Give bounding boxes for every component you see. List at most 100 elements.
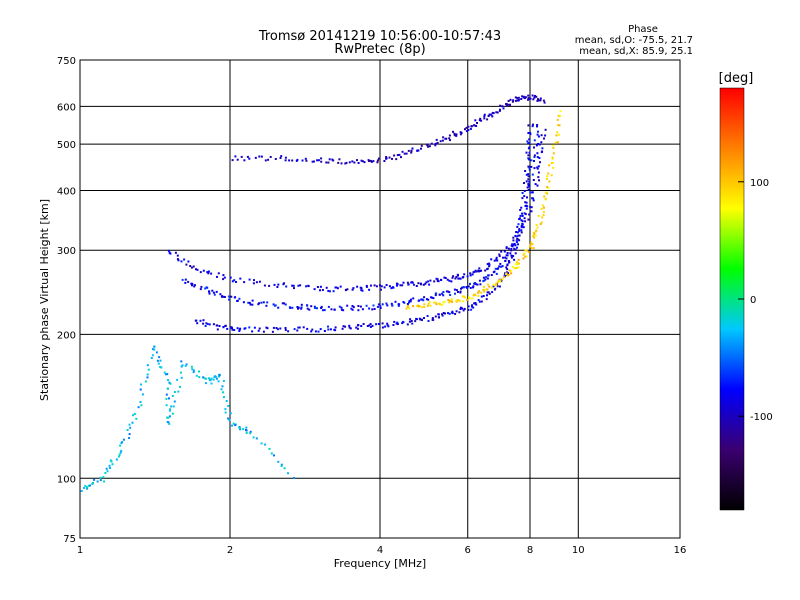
data-point xyxy=(412,305,415,307)
data-point xyxy=(313,160,315,163)
data-point xyxy=(297,306,300,309)
data-point xyxy=(231,328,234,331)
data-point xyxy=(301,159,304,162)
data-point xyxy=(495,272,498,275)
data-point xyxy=(232,422,235,425)
data-point xyxy=(235,281,237,283)
data-point xyxy=(506,263,509,266)
data-point xyxy=(305,285,308,288)
data-point xyxy=(337,161,340,164)
data-point xyxy=(469,127,472,130)
data-point xyxy=(462,286,465,289)
data-point xyxy=(527,188,530,191)
data-point xyxy=(490,113,493,116)
data-point xyxy=(477,290,480,293)
data-point xyxy=(96,480,99,483)
data-point xyxy=(229,326,232,329)
data-point xyxy=(444,277,447,279)
data-point xyxy=(223,276,226,279)
data-point xyxy=(551,156,554,159)
data-point xyxy=(328,290,331,293)
data-point xyxy=(448,134,451,137)
data-point xyxy=(342,309,345,312)
data-point xyxy=(495,282,498,285)
data-point xyxy=(554,141,557,144)
data-point xyxy=(137,406,140,409)
data-point xyxy=(396,154,399,157)
data-point xyxy=(531,197,534,200)
data-point xyxy=(320,307,323,309)
data-point xyxy=(109,459,112,462)
data-point xyxy=(300,306,303,309)
data-point xyxy=(476,122,478,124)
data-point xyxy=(228,419,231,422)
data-point xyxy=(238,330,241,332)
data-point xyxy=(300,307,303,310)
data-point xyxy=(99,479,102,482)
data-point xyxy=(86,486,88,489)
data-point xyxy=(115,458,118,461)
data-point xyxy=(407,283,410,286)
data-point xyxy=(368,160,370,162)
data-point xyxy=(517,266,520,269)
data-point xyxy=(434,315,437,318)
data-point xyxy=(438,316,440,319)
data-point xyxy=(195,268,197,271)
data-point xyxy=(284,156,287,159)
data-point xyxy=(448,279,451,282)
data-point xyxy=(258,302,261,305)
data-point xyxy=(523,182,525,184)
data-point xyxy=(532,98,535,101)
data-point xyxy=(273,454,275,457)
data-point xyxy=(473,302,476,305)
data-point xyxy=(456,273,459,276)
data-point xyxy=(531,173,534,176)
data-point xyxy=(227,295,230,298)
data-point xyxy=(132,414,135,417)
data-point xyxy=(463,273,466,276)
data-point xyxy=(320,160,323,163)
data-point xyxy=(394,300,397,303)
data-point xyxy=(348,324,351,327)
data-point xyxy=(528,185,530,188)
data-point xyxy=(533,236,536,239)
data-point xyxy=(515,235,518,238)
data-point xyxy=(418,305,421,308)
data-point xyxy=(468,296,470,299)
data-point xyxy=(171,412,174,415)
data-point xyxy=(522,257,525,260)
data-point xyxy=(442,136,445,139)
data-point xyxy=(348,326,351,329)
y-tick-label: 400 xyxy=(57,186,76,197)
data-point xyxy=(535,95,538,98)
data-point xyxy=(291,306,294,309)
data-point xyxy=(174,251,177,254)
data-point xyxy=(423,296,426,299)
data-point xyxy=(463,308,466,311)
data-point xyxy=(524,96,527,99)
data-point xyxy=(255,281,258,284)
data-point xyxy=(455,299,458,302)
data-point xyxy=(492,285,495,288)
data-point xyxy=(205,382,207,385)
data-point xyxy=(224,408,227,411)
data-point xyxy=(487,274,490,277)
data-point xyxy=(516,97,519,100)
data-point xyxy=(385,284,388,286)
data-point xyxy=(531,125,534,128)
data-point xyxy=(429,304,432,307)
data-point xyxy=(417,282,420,285)
data-point xyxy=(441,313,443,316)
data-point xyxy=(217,272,220,275)
data-point xyxy=(359,305,362,308)
data-point xyxy=(251,299,254,302)
data-point xyxy=(208,290,211,293)
data-point xyxy=(477,291,480,294)
data-point xyxy=(478,119,481,122)
data-point xyxy=(210,272,213,275)
data-point xyxy=(415,318,418,321)
data-point xyxy=(146,376,149,379)
data-point xyxy=(183,258,186,261)
data-point xyxy=(376,159,379,162)
data-point xyxy=(465,286,468,288)
